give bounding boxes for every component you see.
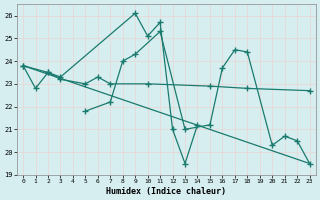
X-axis label: Humidex (Indice chaleur): Humidex (Indice chaleur)	[106, 187, 226, 196]
